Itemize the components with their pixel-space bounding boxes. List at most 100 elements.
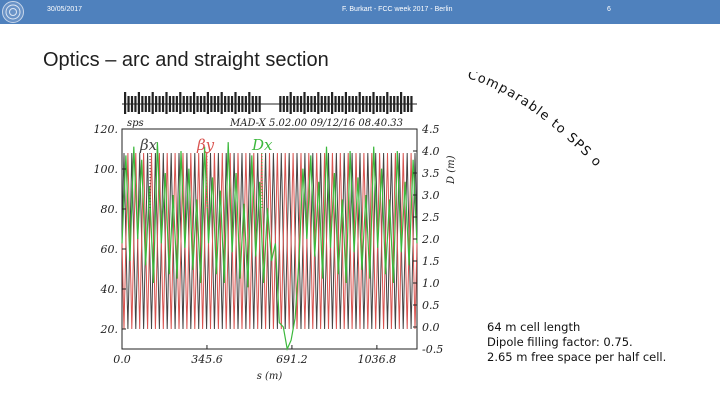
lattice-magnet xyxy=(351,96,354,112)
lattice-magnet xyxy=(337,96,341,112)
lattice-magnet xyxy=(241,96,244,112)
lattice-magnet xyxy=(303,92,306,114)
header-event: F. Burkart - FCC week 2017 - Berlin xyxy=(342,6,453,13)
lattice-magnet xyxy=(189,96,192,112)
cern-logo-icon xyxy=(2,1,24,23)
lattice-magnet xyxy=(186,96,189,112)
legend-item: βy xyxy=(196,136,215,154)
y-tick-label-left: 60. xyxy=(101,243,119,256)
y-tick-label-left: 100. xyxy=(94,163,119,176)
lattice-magnet xyxy=(158,96,161,112)
y-tick-label-right: -0.5 xyxy=(422,343,443,356)
lattice-magnet xyxy=(355,96,358,112)
lattice-magnet xyxy=(144,96,147,112)
lattice-magnet xyxy=(406,96,410,112)
lattice-magnet xyxy=(251,96,254,112)
series-line xyxy=(121,152,418,330)
legend-item: Dx xyxy=(251,136,273,154)
lattice-magnet xyxy=(193,92,196,114)
x-tick-label: 691.2 xyxy=(276,353,308,366)
lattice-magnet xyxy=(161,96,165,112)
lattice-magnet xyxy=(389,96,392,112)
lattice-magnet xyxy=(199,96,203,112)
lattice-magnet xyxy=(182,96,185,112)
curved-note-text: Comparable to SPS optics. xyxy=(465,72,604,171)
lattice-magnet xyxy=(196,96,199,112)
lattice-magnet xyxy=(165,92,168,114)
lattice-magnet xyxy=(282,96,285,112)
lattice-magnet xyxy=(206,92,209,114)
chart-title: MAD-X 5.02.00 09/12/16 08.40.33 xyxy=(229,118,403,129)
lattice-magnet xyxy=(230,96,234,112)
legend: βx βy Dx xyxy=(139,136,273,209)
series-line xyxy=(121,152,418,330)
series-line xyxy=(121,142,418,352)
lattice-magnet xyxy=(393,96,396,112)
header-date: 30/05/2017 xyxy=(47,6,83,13)
y-tick-label-right: 2.0 xyxy=(421,233,440,246)
lattice-magnet xyxy=(130,96,134,112)
notes: 64 m cell length Dipole filling factor: … xyxy=(487,320,666,365)
lattice-magnet xyxy=(403,96,406,112)
lattice-magnet xyxy=(124,92,127,114)
lattice-magnet xyxy=(341,96,344,112)
y-tick-label-right: 4.5 xyxy=(421,123,440,136)
lattice-magnet xyxy=(155,96,158,112)
slide-title: Optics – arc and straight section xyxy=(43,49,329,71)
lattice-magnet xyxy=(179,92,182,114)
lattice-magnet xyxy=(368,96,372,112)
header-bar: 30/05/2017 F. Burkart - FCC week 2017 - … xyxy=(0,0,720,24)
lattice-magnet xyxy=(348,96,351,112)
y-tick-label-left: 20. xyxy=(100,323,119,336)
y-tick-label-right: 3.0 xyxy=(422,189,440,202)
lattice-magnet xyxy=(375,96,379,112)
note-line: 2.65 m free space per half cell. xyxy=(487,350,667,364)
lattice-magnet xyxy=(358,92,361,114)
lattice-magnet xyxy=(224,96,227,112)
y-tick-label-right: 3.5 xyxy=(422,167,440,180)
lattice-magnet xyxy=(379,96,382,112)
lattice-magnet xyxy=(220,92,223,114)
page-number: 6 xyxy=(607,6,611,13)
lattice-magnet xyxy=(327,96,330,112)
lattice-magnet xyxy=(289,92,292,114)
y-tick-label-right: 2.5 xyxy=(421,211,440,224)
y-tick-label-left: 40. xyxy=(100,283,119,296)
x-axis-label: s (m) xyxy=(257,371,283,382)
lattice-magnet xyxy=(279,96,282,112)
lattice-magnet xyxy=(134,96,137,112)
lattice-magnet xyxy=(306,96,310,112)
lattice-magnet xyxy=(320,96,323,112)
note-line: Dipole filling factor: 0.75. xyxy=(487,335,633,349)
lattice-magnet xyxy=(344,92,347,114)
svg-text:Comparable to SPS optics.: Comparable to SPS optics. xyxy=(465,72,605,171)
lattice-magnet xyxy=(175,96,178,112)
lattice-magnet xyxy=(237,96,241,112)
curved-note: Comparable to SPS optics. xyxy=(465,72,605,171)
x-tick-label: 1036.8 xyxy=(358,353,397,366)
lattice-magnet xyxy=(400,92,403,114)
lattice-magnet xyxy=(244,96,247,112)
y-tick-label-right: 0.0 xyxy=(422,321,440,334)
lattice-magnet xyxy=(386,92,389,114)
chart-corner-label: sps xyxy=(127,118,144,129)
legend-item: βx xyxy=(139,136,158,154)
right-axis-label: D (m) xyxy=(446,155,457,185)
lattice-magnet xyxy=(255,96,258,112)
lattice-magnet xyxy=(410,96,413,112)
lattice-magnet xyxy=(258,96,261,112)
y-tick-label-left: 80. xyxy=(101,203,119,216)
lattice-magnet xyxy=(362,96,365,112)
y-tick-label-left: 120. xyxy=(94,123,119,136)
lattice-magnet xyxy=(213,96,216,112)
lattice-magnet xyxy=(217,96,220,112)
lattice-magnet xyxy=(210,96,213,112)
y-tick-label-right: 0.5 xyxy=(422,299,440,312)
lattice-magnet xyxy=(141,96,144,112)
y-tick-label-right: 4.0 xyxy=(421,145,440,158)
lattice-magnet xyxy=(313,96,316,112)
x-tick-label: 0.0 xyxy=(113,353,131,366)
note-line: 64 m cell length xyxy=(487,320,581,334)
series-layer xyxy=(121,142,418,352)
lattice-magnet xyxy=(148,96,151,112)
